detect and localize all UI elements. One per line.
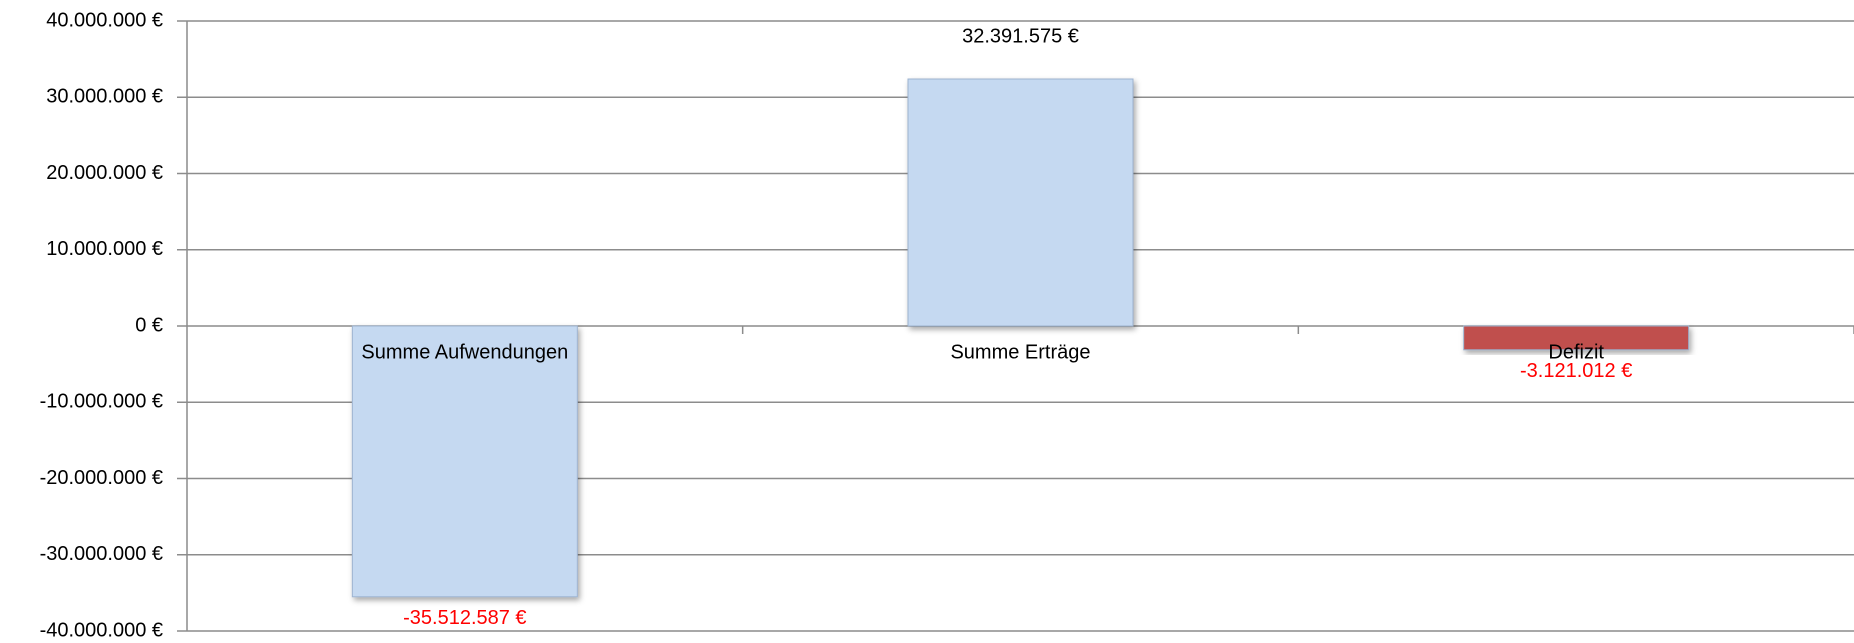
y-tick-label: 40.000.000 € xyxy=(46,9,163,31)
y-tick-label: 20.000.000 € xyxy=(46,162,163,184)
y-tick-label: -40.000.000 € xyxy=(40,619,163,641)
x-tick-label: Summe Erträge xyxy=(950,341,1090,363)
y-tick-label: -10.000.000 € xyxy=(40,391,163,413)
value-label: -3.121.012 € xyxy=(1520,360,1632,382)
bar xyxy=(907,78,1134,327)
bar xyxy=(351,325,578,598)
y-tick-label: 10.000.000 € xyxy=(46,238,163,260)
bar xyxy=(1463,325,1690,351)
x-tick-label: Defizit xyxy=(1548,341,1604,363)
value-label: 32.391.575 € xyxy=(962,25,1079,47)
y-tick-label: 0 € xyxy=(135,314,163,336)
value-label: -35.512.587 € xyxy=(403,607,526,629)
y-tick-label: -20.000.000 € xyxy=(40,467,163,489)
y-tick-label: -30.000.000 € xyxy=(40,543,163,565)
y-tick-label: 30.000.000 € xyxy=(46,86,163,108)
x-tick-label: Summe Aufwendungen xyxy=(361,341,568,363)
